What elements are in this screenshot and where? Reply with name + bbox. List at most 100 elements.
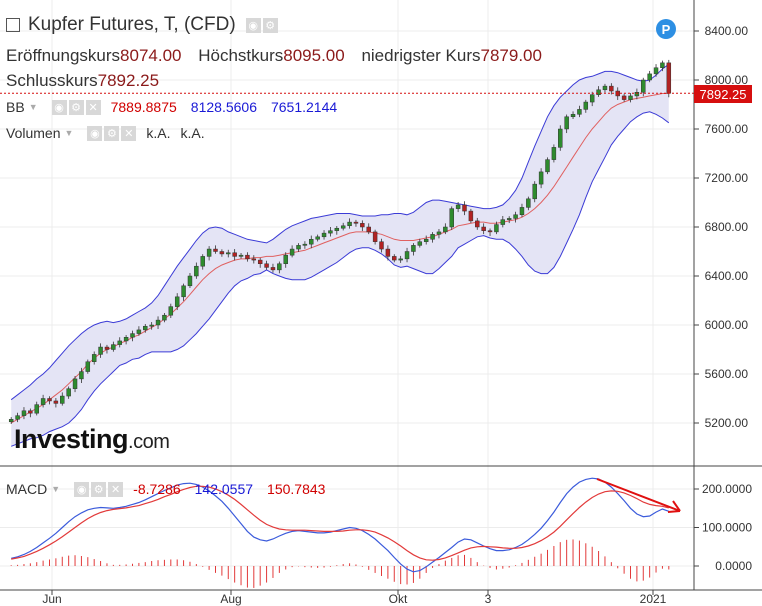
candle-body [398,258,403,261]
candle-body [334,227,340,231]
candle-body [60,395,65,404]
close-icon[interactable]: ✕ [121,125,137,141]
candle-body [596,89,601,95]
open-label: Eröffnungskurs [6,46,121,65]
candle-body [289,248,295,256]
candle-body [98,346,103,355]
candle-body [85,361,91,372]
candle-body [570,114,576,118]
candle-body [187,275,193,287]
candle-body [8,419,14,423]
macd-label[interactable]: MACD [6,481,48,497]
chevron-down-icon[interactable]: ▼ [28,102,38,112]
candle-body [149,324,154,327]
y-tick-label: 100.0000 [702,521,752,535]
candle-body [168,306,174,316]
x-tick-label: 3 [485,592,492,606]
candle-body [136,329,142,334]
candle-body [577,109,582,115]
candle-body [634,92,640,97]
y-tick-label: 8400.00 [705,24,749,38]
candle-body [602,85,608,91]
logo-suffix: .com [128,431,170,453]
candle-body [66,388,71,397]
y-tick-label: 0.0000 [715,559,752,573]
volume-value-2: k.A. [180,125,205,141]
y-tick-label: 6800.00 [705,220,749,234]
candle-body [174,296,180,307]
eye-icon[interactable]: ◉ [74,481,90,497]
gear-icon[interactable]: ⚙ [68,99,84,115]
candle-body [609,85,614,92]
low-value: 7879.00 [480,46,542,65]
bb-label[interactable]: BB [6,99,25,115]
candle-body [296,245,301,250]
bb-indicator-row: BB ▼ ◉ ⚙ ✕ 7889.8875 8128.5606 7651.2144 [6,99,337,115]
close-icon[interactable]: ✕ [85,99,101,115]
candle-body [309,239,314,245]
candle-body [430,234,435,240]
candle-body [372,231,378,242]
candle-body [462,204,467,212]
candle-body [111,344,116,350]
gear-icon[interactable]: ⚙ [104,125,120,141]
macd-histogram-value: -8.7286 [133,481,181,497]
candle-body [53,400,59,404]
eye-icon[interactable]: ◉ [87,125,103,141]
y-tick-label: 7600.00 [705,122,749,136]
candle-body [155,319,161,326]
candle-body [392,256,397,261]
macd-line [11,477,670,573]
candle-body [487,230,493,233]
gear-icon[interactable]: ⚙ [262,17,278,33]
investing-logo: Investing.com [14,424,170,455]
close-label: Schlusskurs [6,71,98,90]
candle-body [436,231,442,235]
candle-body [443,226,448,233]
candle-body [238,254,244,257]
candle-body [621,95,627,100]
gear-icon[interactable]: ⚙ [91,481,107,497]
candle-body [366,226,371,233]
candle-body [15,415,20,420]
y-tick-label: 6000.00 [705,318,749,332]
candle-body [270,267,276,271]
p-badge[interactable]: P [656,19,676,39]
candle-body [641,79,646,93]
candle-body [423,239,429,242]
candle-body [257,259,263,265]
candle-body [551,147,557,160]
eye-icon[interactable]: ◉ [51,99,67,115]
bollinger-band-fill [11,64,669,447]
candle-body [353,221,359,224]
macd-signal-line [11,485,669,561]
candle-body [328,230,333,234]
candle-body [47,398,52,402]
chevron-down-icon[interactable]: ▼ [64,128,74,138]
candle-body [660,62,665,68]
candle-body [526,198,531,208]
trend-arrow-line [596,478,681,512]
eye-icon[interactable]: ◉ [245,17,261,33]
candle-body [277,263,282,271]
title-toolbar: ◉ ⚙ [245,17,278,33]
bollinger-upper-line [10,63,670,401]
candle-body [417,241,423,246]
y-tick-label: 8000.00 [705,73,749,87]
chevron-down-icon[interactable]: ▼ [51,484,61,494]
candle-body [558,128,563,148]
close-icon[interactable]: ✕ [108,481,124,497]
candle-body [475,220,480,228]
candle-body [123,337,129,342]
high-value: 8095.00 [283,46,345,65]
collapse-square-icon[interactable] [6,18,20,32]
candle-body [200,256,205,267]
candle-body [130,333,135,338]
open-value: 8074.00 [120,46,182,65]
volume-label[interactable]: Volumen [6,125,61,141]
candle-body [583,101,589,110]
x-tick-label: Jun [42,592,61,606]
x-tick-label: 2021 [640,592,667,606]
candle-body [79,371,84,380]
